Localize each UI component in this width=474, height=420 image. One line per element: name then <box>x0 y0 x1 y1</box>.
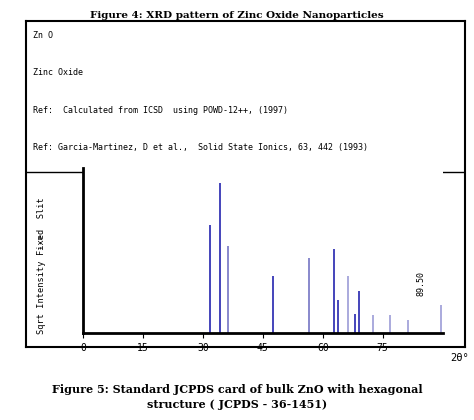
Text: Zinc Oxide: Zinc Oxide <box>33 68 82 77</box>
Text: 2θ°: 2θ° <box>450 353 468 363</box>
Text: Ref:  Calculated from ICSD  using POWD-12++, (1997): Ref: Calculated from ICSD using POWD-12+… <box>33 105 288 115</box>
Text: Figure 4: XRD pattern of Zinc Oxide Nanoparticles: Figure 4: XRD pattern of Zinc Oxide Nano… <box>90 10 384 19</box>
Text: Zn O: Zn O <box>33 31 53 40</box>
Text: Figure 5: Standard JCPDS card of bulk ZnO with hexagonal
structure ( JCPDS - 36-: Figure 5: Standard JCPDS card of bulk Zn… <box>52 384 422 410</box>
Text: 89.50: 89.50 <box>416 271 425 296</box>
Text: Fixed  Slit: Fixed Slit <box>37 197 46 255</box>
Text: Sqrt Intensity  -->: Sqrt Intensity --> <box>37 234 46 333</box>
Text: Ref: Garcia-Martinez, D et al.,  Solid State Ionics, 63, 442 (1993): Ref: Garcia-Martinez, D et al., Solid St… <box>33 143 368 152</box>
